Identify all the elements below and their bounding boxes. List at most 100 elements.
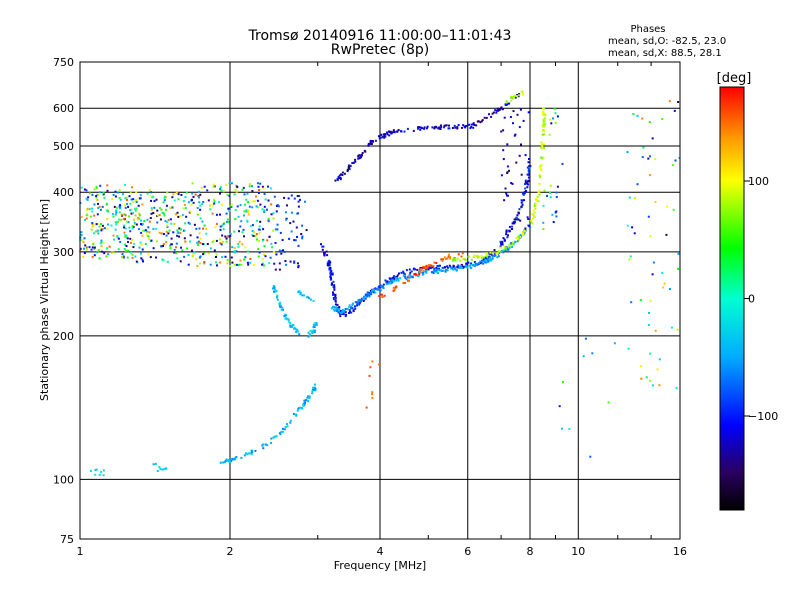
data-point xyxy=(225,458,228,461)
data-point xyxy=(125,236,128,239)
data-point xyxy=(276,298,279,301)
data-point xyxy=(290,211,293,214)
data-point xyxy=(528,165,531,168)
data-point xyxy=(239,204,242,207)
data-point xyxy=(84,244,87,247)
data-point xyxy=(388,281,391,284)
data-point xyxy=(665,233,668,236)
data-point xyxy=(516,218,519,221)
data-point xyxy=(364,293,367,296)
data-point xyxy=(276,223,279,226)
data-point xyxy=(286,425,289,428)
data-point xyxy=(273,286,276,289)
data-point xyxy=(523,230,526,233)
data-point xyxy=(423,266,426,269)
data-point xyxy=(129,230,132,233)
data-point xyxy=(269,256,272,259)
data-point xyxy=(429,264,432,267)
data-point xyxy=(497,107,499,110)
data-point xyxy=(443,256,446,259)
data-point xyxy=(460,267,463,269)
data-point xyxy=(513,241,516,244)
data-point xyxy=(549,196,552,199)
data-point xyxy=(402,272,405,275)
data-point xyxy=(159,468,162,471)
data-point xyxy=(284,260,287,262)
data-point xyxy=(492,111,495,114)
data-point xyxy=(199,204,202,207)
data-point xyxy=(516,237,519,240)
data-point xyxy=(543,130,546,133)
data-point xyxy=(436,267,439,270)
data-point xyxy=(388,277,391,280)
data-point xyxy=(510,228,513,230)
data-point xyxy=(511,97,514,100)
data-point xyxy=(112,251,115,253)
data-point xyxy=(527,161,530,164)
data-point xyxy=(297,264,300,267)
data-point xyxy=(202,227,205,230)
data-point xyxy=(219,242,222,245)
data-point xyxy=(189,210,192,213)
data-point xyxy=(519,236,522,239)
data-point xyxy=(227,459,230,462)
data-point xyxy=(344,315,347,318)
data-point xyxy=(506,165,509,168)
data-point xyxy=(524,227,527,230)
data-point xyxy=(257,255,260,258)
data-point xyxy=(338,310,341,313)
data-point xyxy=(452,264,455,267)
data-point xyxy=(458,265,461,268)
data-point xyxy=(540,144,543,147)
data-point xyxy=(91,193,94,196)
data-point xyxy=(359,155,362,158)
data-point xyxy=(326,262,329,265)
data-point xyxy=(677,267,680,270)
data-point xyxy=(121,253,124,256)
data-point xyxy=(549,192,551,194)
data-point xyxy=(192,253,195,256)
data-point xyxy=(132,201,135,203)
data-point xyxy=(522,231,524,234)
data-point xyxy=(173,251,176,254)
data-point xyxy=(123,224,126,227)
data-point xyxy=(139,252,142,255)
data-point xyxy=(258,190,261,193)
data-point xyxy=(677,101,680,103)
data-point xyxy=(216,264,218,267)
data-point xyxy=(101,224,104,227)
data-point xyxy=(392,289,395,292)
data-point xyxy=(329,277,332,279)
data-point xyxy=(184,240,187,243)
data-point xyxy=(672,208,675,211)
data-point xyxy=(434,269,437,272)
data-point xyxy=(239,259,242,262)
data-point xyxy=(392,286,395,289)
data-point xyxy=(649,235,652,238)
data-point xyxy=(542,112,545,115)
data-point xyxy=(543,143,546,146)
data-point xyxy=(196,207,199,209)
data-point xyxy=(139,241,142,244)
data-point xyxy=(461,266,464,269)
data-point xyxy=(88,192,91,195)
data-point xyxy=(261,185,264,188)
data-point xyxy=(219,188,222,190)
data-point xyxy=(240,456,243,459)
data-point xyxy=(80,216,83,219)
data-point xyxy=(272,212,275,215)
data-point xyxy=(489,251,492,254)
data-point xyxy=(403,274,406,277)
data-point xyxy=(507,248,510,251)
data-point xyxy=(196,241,199,244)
data-point xyxy=(293,327,296,330)
data-point xyxy=(338,309,341,312)
data-point xyxy=(100,223,102,225)
data-point xyxy=(170,237,173,240)
data-point xyxy=(209,263,212,266)
data-point xyxy=(641,156,644,159)
data-point xyxy=(488,255,491,258)
data-point xyxy=(220,243,223,246)
data-point xyxy=(85,246,88,249)
